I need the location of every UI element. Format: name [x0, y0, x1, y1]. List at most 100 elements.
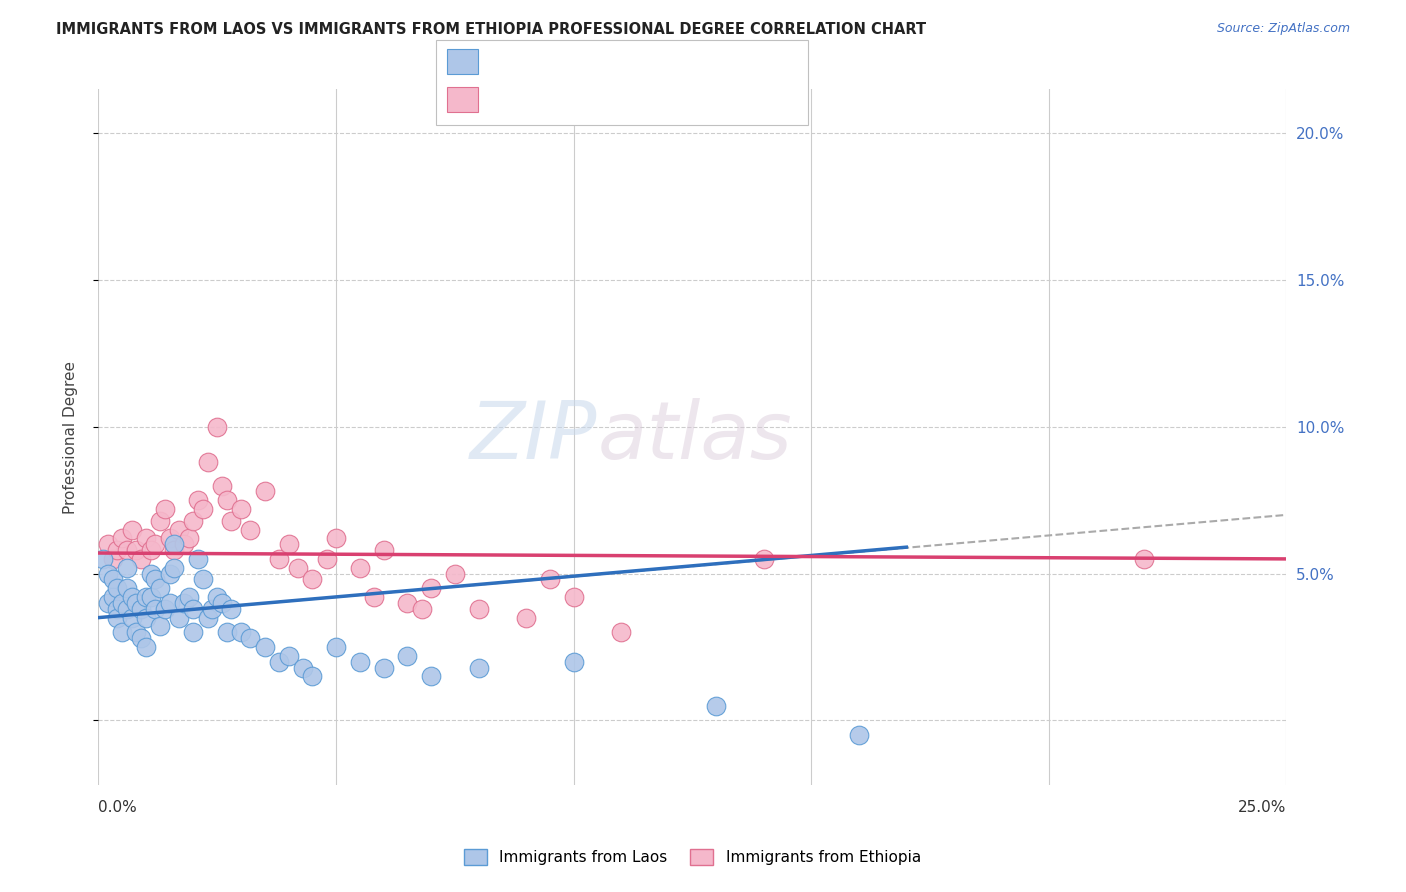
Point — [149, 581, 172, 595]
Point — [229, 502, 252, 516]
Point — [363, 590, 385, 604]
Point — [135, 640, 157, 654]
Point — [221, 514, 243, 528]
Point — [396, 648, 419, 663]
Point — [396, 596, 419, 610]
Point — [229, 625, 252, 640]
Point — [121, 590, 143, 604]
Point — [115, 581, 138, 595]
Point — [349, 655, 371, 669]
Y-axis label: Professional Degree: Professional Degree — [63, 360, 77, 514]
Point — [149, 514, 172, 528]
Point — [191, 573, 214, 587]
Point — [562, 590, 585, 604]
Point — [197, 610, 219, 624]
Point — [301, 573, 323, 587]
Point — [752, 552, 775, 566]
Point — [101, 573, 124, 587]
Point — [139, 543, 162, 558]
Point — [291, 660, 314, 674]
Text: 0.0%: 0.0% — [98, 799, 138, 814]
Point — [135, 610, 157, 624]
Point — [239, 523, 262, 537]
Point — [349, 560, 371, 574]
Point — [115, 602, 138, 616]
Point — [191, 502, 214, 516]
Point — [277, 648, 299, 663]
Point — [704, 698, 727, 713]
Point — [145, 537, 167, 551]
Point — [167, 523, 190, 537]
Point — [111, 625, 134, 640]
Point — [215, 625, 238, 640]
Point — [129, 631, 152, 645]
Point — [253, 484, 276, 499]
Point — [183, 625, 205, 640]
Point — [115, 543, 138, 558]
Point — [373, 660, 395, 674]
Point — [115, 560, 138, 574]
Point — [221, 602, 243, 616]
Point — [183, 514, 205, 528]
Point — [173, 537, 195, 551]
Point — [301, 669, 323, 683]
Point — [139, 590, 162, 604]
Point — [183, 602, 205, 616]
Text: IMMIGRANTS FROM LAOS VS IMMIGRANTS FROM ETHIOPIA PROFESSIONAL DEGREE CORRELATION: IMMIGRANTS FROM LAOS VS IMMIGRANTS FROM … — [56, 22, 927, 37]
Point — [153, 602, 176, 616]
Text: ZIP: ZIP — [470, 398, 598, 476]
Point — [211, 478, 233, 492]
Point — [125, 625, 148, 640]
Point — [315, 552, 337, 566]
Point — [163, 560, 186, 574]
Text: atlas: atlas — [598, 398, 792, 476]
Point — [101, 590, 124, 604]
Point — [848, 728, 870, 742]
Point — [610, 625, 633, 640]
Point — [201, 602, 224, 616]
Point — [129, 552, 152, 566]
Point — [129, 602, 152, 616]
Point — [145, 573, 167, 587]
Point — [91, 552, 114, 566]
Point — [107, 581, 129, 595]
Point — [187, 493, 209, 508]
Point — [211, 596, 233, 610]
Point — [173, 596, 195, 610]
Point — [253, 640, 276, 654]
Point — [121, 610, 143, 624]
Point — [153, 502, 176, 516]
Point — [163, 537, 186, 551]
Point — [373, 543, 395, 558]
Point — [97, 537, 120, 551]
Text: 25.0%: 25.0% — [1239, 799, 1286, 814]
Point — [107, 543, 129, 558]
Point — [444, 566, 467, 581]
Point — [207, 419, 229, 434]
Point — [287, 560, 309, 574]
Text: R = -0.012   N = 49: R = -0.012 N = 49 — [489, 88, 640, 103]
Point — [325, 640, 347, 654]
Point — [197, 455, 219, 469]
Point — [125, 596, 148, 610]
Point — [107, 610, 129, 624]
Point — [135, 590, 157, 604]
Point — [467, 660, 489, 674]
Point — [139, 566, 162, 581]
Point — [420, 581, 443, 595]
Point — [111, 532, 134, 546]
Point — [107, 602, 129, 616]
Point — [97, 596, 120, 610]
Point — [135, 532, 157, 546]
Point — [167, 610, 190, 624]
Point — [159, 532, 181, 546]
Point — [159, 566, 181, 581]
Point — [267, 552, 290, 566]
Point — [101, 552, 124, 566]
Point — [467, 602, 489, 616]
Point — [277, 537, 299, 551]
Point — [187, 552, 209, 566]
Point — [125, 543, 148, 558]
Point — [159, 596, 181, 610]
Point — [215, 493, 238, 508]
